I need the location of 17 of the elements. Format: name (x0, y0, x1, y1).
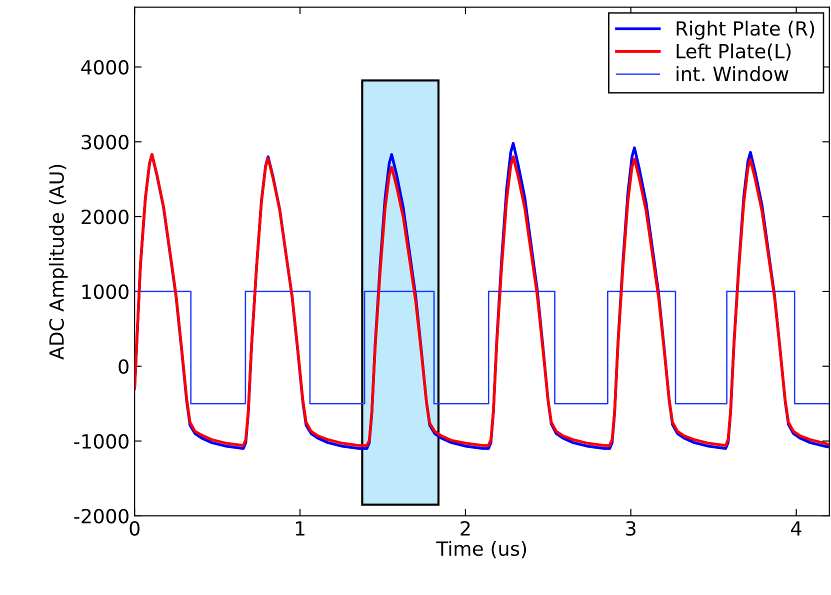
y-tick-label: 4000 (81, 60, 128, 75)
y-tick-label: 1000 (82, 284, 128, 300)
y-tick-label: -2000 (74, 508, 128, 524)
legend-label: int. Window (676, 66, 788, 82)
x-tick-label: 1 (296, 521, 304, 536)
y-tick-label: 3000 (82, 134, 128, 150)
y-tick-label: -1000 (74, 434, 128, 449)
x-tick-label: 0 (130, 521, 140, 536)
y-tick-label: 2000 (82, 210, 128, 224)
x-tick-label: 2 (460, 521, 470, 536)
x-axis-title: Time (us) (436, 540, 526, 558)
x-tick-label: 4 (791, 521, 802, 536)
legend-label: Right Plate (R) (676, 20, 814, 40)
legend-label: Left Plate(L) (676, 43, 791, 61)
y-axis-title: ADC Amplitude (AU) (48, 164, 68, 360)
x-tick-label: 3 (626, 521, 636, 536)
y-tick-label: 0 (118, 359, 128, 374)
